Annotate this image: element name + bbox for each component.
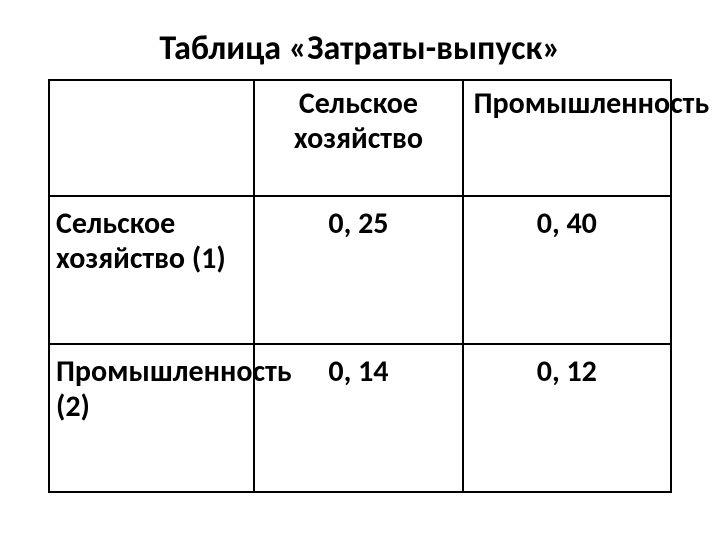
table-row: Сельское хозяйство (1) 0, 25 0, 40 xyxy=(49,196,671,344)
table-row: Промышленность (2) 0, 14 0, 12 xyxy=(49,344,671,492)
cell-0-0: 0, 25 xyxy=(254,196,462,344)
table-header-row: Сельское хозяйство Промышленность xyxy=(49,80,671,196)
header-col-1: Сельское хозяйство xyxy=(254,80,462,196)
page-title: Таблица «Затраты-выпуск» xyxy=(48,28,672,69)
row-label-2: Промышленность (2) xyxy=(49,344,254,492)
row-label-1: Сельское хозяйство (1) xyxy=(49,196,254,344)
io-table: Сельское хозяйство Промышленность Сельск… xyxy=(48,79,672,493)
cell-1-1: 0, 12 xyxy=(463,344,671,492)
cell-0-1: 0, 40 xyxy=(463,196,671,344)
header-col-2: Промышленность xyxy=(463,80,671,196)
header-empty xyxy=(49,80,254,196)
